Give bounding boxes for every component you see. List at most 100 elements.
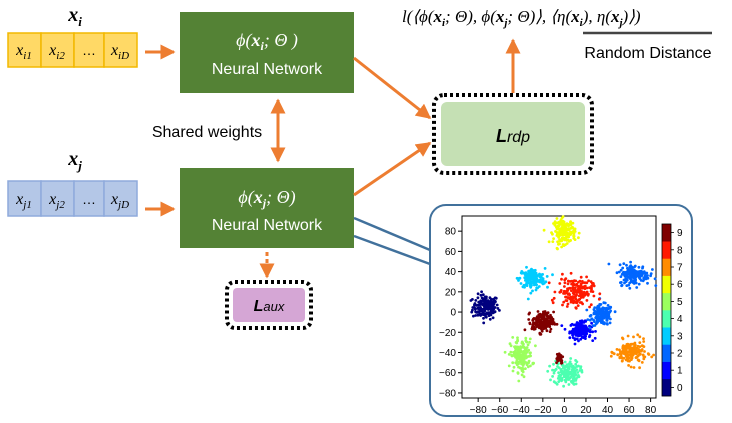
scatter-point — [579, 328, 582, 332]
scatter-point — [641, 265, 645, 269]
scatter-point — [529, 351, 532, 355]
scatter-point — [588, 314, 592, 318]
scatter-point — [589, 330, 592, 333]
scatter-point — [545, 315, 549, 318]
scatter-point — [568, 286, 572, 290]
scatter-point — [566, 238, 570, 242]
scatter-point — [557, 380, 561, 383]
scatter-point — [561, 303, 564, 307]
neural-network-bottom: ϕ(xj; Θ) Neural Network — [180, 168, 354, 248]
scatter-point — [621, 359, 624, 363]
scatter-point — [518, 357, 522, 361]
scatter-point — [623, 350, 627, 354]
scatter-point — [571, 225, 574, 229]
scatter-point — [608, 321, 612, 325]
plot-frame — [461, 215, 657, 399]
scatter-point — [563, 278, 567, 282]
scatter-point — [568, 365, 571, 368]
scatter-point — [587, 279, 590, 283]
input-i-cell-2: xi2 — [48, 42, 65, 62]
scatter-point — [549, 327, 553, 331]
random-distance-label: Random Distance — [584, 45, 711, 62]
input-j-cell-2: xj2 — [48, 191, 65, 211]
scatter-point — [593, 312, 597, 315]
scatter-point — [601, 313, 605, 316]
scatter-point — [577, 323, 580, 326]
scatter-point — [517, 353, 521, 356]
scatter-point — [560, 376, 564, 380]
network-bottom-label: Neural Network — [212, 217, 323, 234]
scatter-point — [570, 331, 574, 335]
scatter-point — [649, 272, 653, 275]
scatter-point — [513, 351, 517, 354]
scatter-point — [558, 239, 562, 243]
scatter-point — [493, 299, 497, 303]
scatter-point — [480, 290, 483, 294]
scatter-point — [498, 309, 501, 312]
scatter-point — [571, 286, 575, 289]
scatter-point — [594, 330, 597, 333]
scatter-point — [609, 354, 613, 358]
scatter-point — [565, 231, 569, 235]
scatter-point — [620, 283, 624, 287]
scatter-point — [483, 299, 486, 303]
scatter-point — [507, 364, 511, 368]
scatter-point — [633, 269, 636, 273]
scatter-point — [624, 346, 627, 350]
input-vector-j: xj1 xj2 … xjD — [7, 180, 138, 217]
scatter-point — [569, 362, 573, 366]
scatter-point — [560, 221, 563, 225]
scatter-point — [643, 355, 647, 359]
scatter-point — [517, 279, 520, 282]
scatter-point — [524, 336, 528, 340]
scatter-point — [589, 290, 593, 293]
scatter-point — [566, 234, 569, 238]
loss-aux-box: Laux — [225, 280, 313, 330]
plot-points — [469, 215, 658, 388]
scatter-point — [521, 358, 525, 362]
colorbar-segment — [662, 344, 671, 362]
scatter-point — [549, 319, 553, 323]
scatter-point — [605, 319, 609, 322]
scatter-point — [557, 220, 561, 224]
scatter-point — [585, 290, 589, 294]
scatter-point — [585, 281, 589, 285]
scatter-point — [638, 341, 642, 344]
scatter-point — [553, 290, 557, 294]
scatter-point — [533, 270, 537, 274]
colorbar-tick-label: 3 — [677, 331, 683, 342]
scatter-point — [516, 339, 519, 343]
scatter-point — [567, 383, 571, 386]
scatter-point — [606, 304, 610, 307]
scatter-point — [642, 345, 646, 348]
scatter-point — [543, 324, 547, 328]
scatter-point — [550, 298, 554, 302]
scatter-point — [524, 279, 527, 282]
scatter-point — [602, 316, 606, 320]
scatter-point — [616, 353, 620, 357]
scatter-point — [636, 333, 640, 337]
scatter-point — [517, 379, 521, 383]
scatter-point — [478, 303, 482, 307]
colorbar-tick-label: 7 — [677, 263, 683, 274]
scatter-point — [637, 273, 641, 277]
scatter-point — [644, 277, 648, 281]
scatter-point — [540, 281, 543, 284]
scatter-point — [540, 315, 543, 318]
scatter-point — [476, 296, 480, 300]
scatter-point — [636, 354, 640, 358]
scatter-point — [515, 347, 519, 351]
scatter-point — [528, 321, 532, 325]
input-i-cell-ellipsis: … — [82, 42, 96, 58]
scatter-point — [632, 276, 636, 280]
scatter-point — [603, 301, 607, 305]
scatter-point — [618, 263, 622, 267]
scatter-point — [532, 277, 535, 281]
scatter-point — [561, 272, 564, 276]
scatter-point — [569, 372, 573, 376]
scatter-point — [521, 370, 525, 374]
scatter-point — [535, 319, 538, 322]
scatter-point — [543, 267, 547, 270]
scatter-point — [577, 231, 581, 235]
